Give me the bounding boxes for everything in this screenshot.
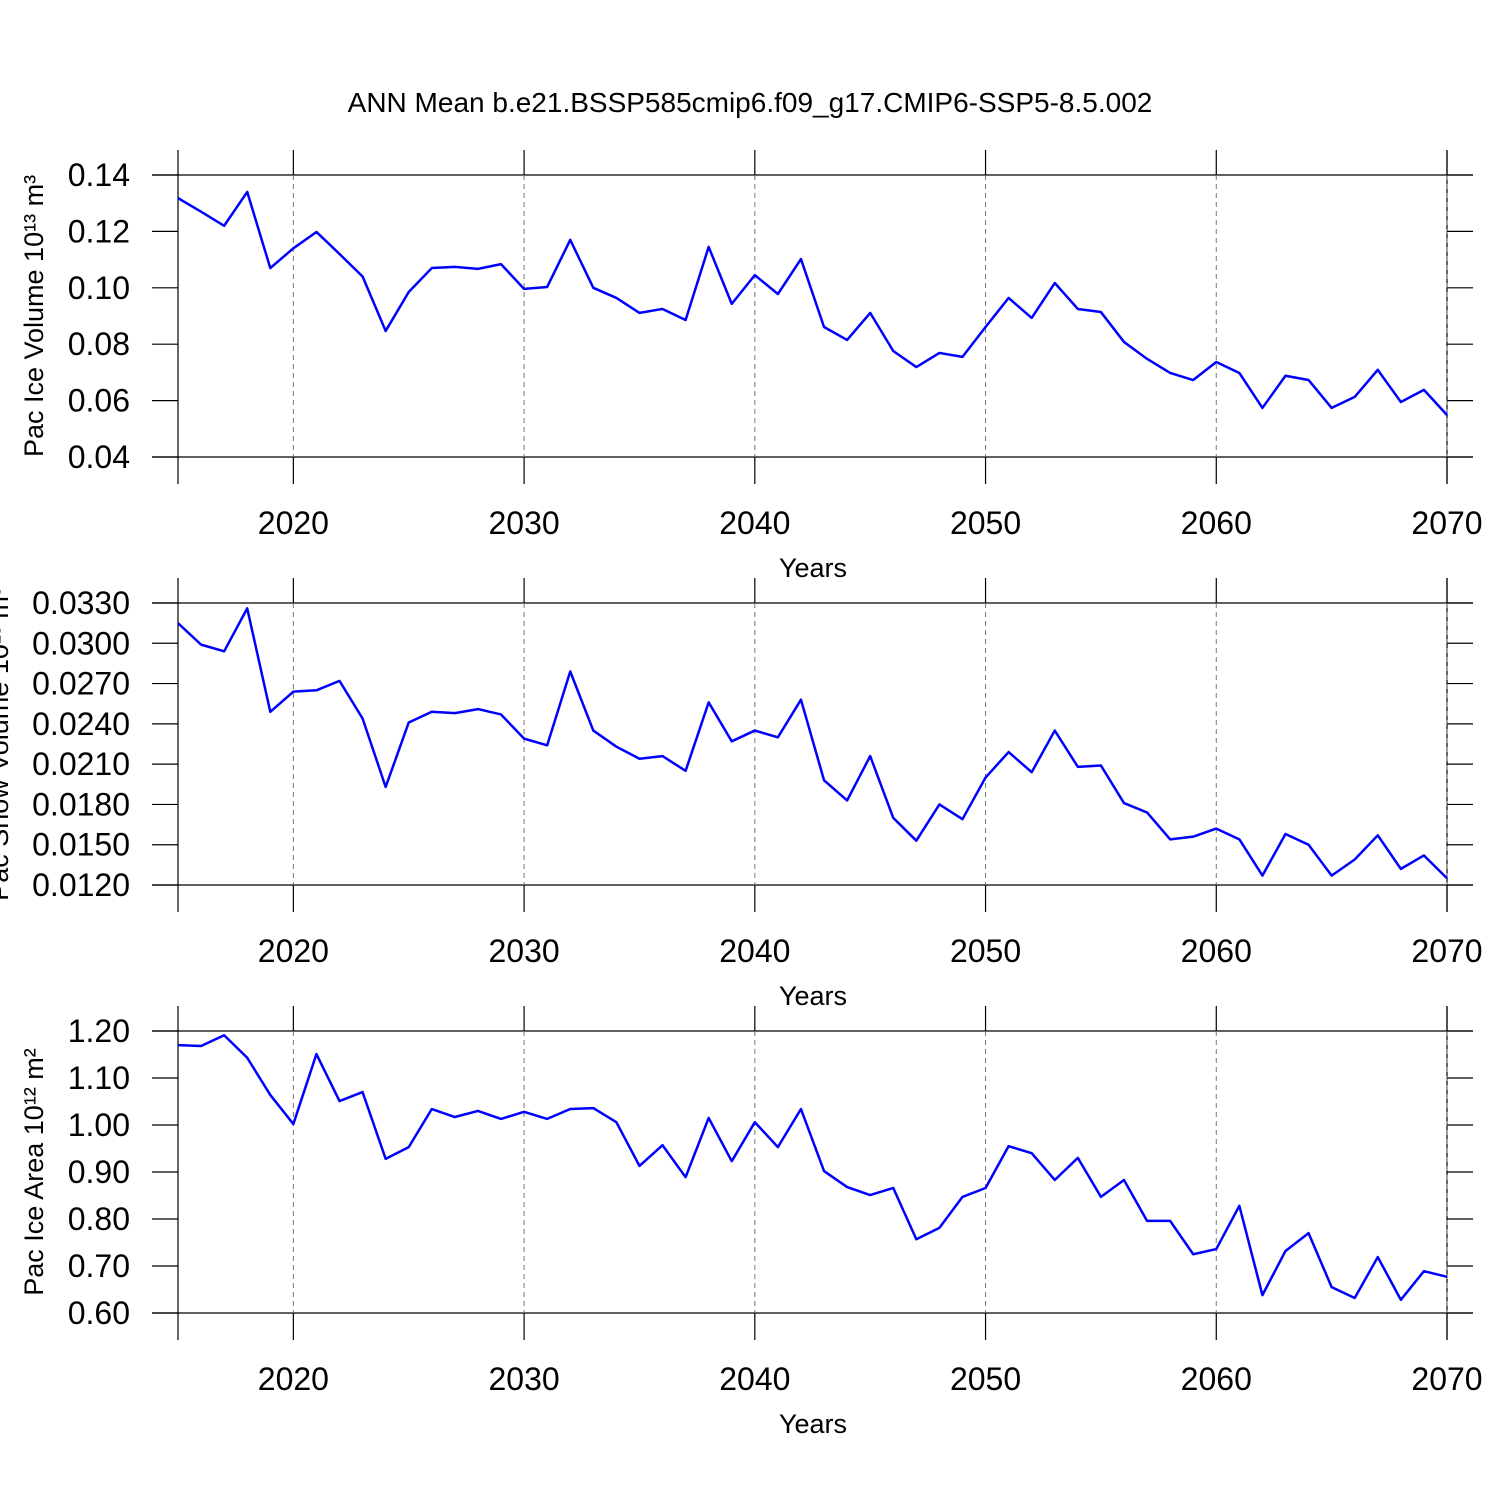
x-tick-label: 2060	[1181, 505, 1252, 541]
y-tick-label: 0.04	[68, 439, 130, 475]
chart-title: ANN Mean b.e21.BSSP585cmip6.f09_g17.CMIP…	[348, 87, 1153, 118]
data-line	[177, 607, 1448, 880]
y-tick-label: 0.0300	[32, 625, 130, 661]
y-tick-label: 0.0210	[32, 746, 130, 782]
y-tick-label: 0.06	[68, 383, 130, 419]
x-axis-label: Years	[779, 1409, 847, 1439]
y-axis-label: Pac Ice Area 10¹² m²	[19, 1048, 49, 1296]
x-tick-label: 2040	[719, 933, 790, 969]
x-tick-label: 2070	[1411, 1361, 1482, 1397]
x-tick-label: 2030	[488, 505, 559, 541]
x-tick-label: 2050	[950, 1361, 1021, 1397]
y-axis-label: Pac Snow Volume 10¹³ m³	[0, 587, 14, 901]
x-tick-label: 2040	[719, 1361, 790, 1397]
x-tick-label: 2050	[950, 505, 1021, 541]
x-tick-label: 2070	[1411, 505, 1482, 541]
x-axis-label: Years	[779, 553, 847, 583]
y-tick-label: 0.12	[68, 213, 130, 249]
y-tick-label: 1.10	[68, 1060, 130, 1096]
x-tick-label: 2040	[719, 505, 790, 541]
x-tick-label: 2020	[258, 505, 329, 541]
y-tick-label: 0.0270	[32, 666, 130, 702]
y-tick-label: 0.80	[68, 1201, 130, 1237]
y-tick-label: 0.14	[68, 157, 130, 193]
y-tick-label: 0.70	[68, 1248, 130, 1284]
y-tick-label: 0.0240	[32, 706, 130, 742]
x-tick-label: 2020	[258, 933, 329, 969]
y-tick-label: 0.60	[68, 1295, 130, 1331]
data-line	[177, 190, 1448, 416]
y-axis-label: Pac Ice Volume 10¹³ m³	[19, 175, 49, 457]
y-tick-label: 0.0150	[32, 827, 130, 863]
y-tick-label: 0.90	[68, 1154, 130, 1190]
y-tick-label: 0.0330	[32, 585, 130, 621]
x-tick-label: 2020	[258, 1361, 329, 1397]
x-tick-label: 2060	[1181, 933, 1252, 969]
y-tick-label: 0.0120	[32, 867, 130, 903]
x-tick-label: 2030	[488, 933, 559, 969]
y-tick-label: 0.0180	[32, 786, 130, 822]
data-line	[177, 1033, 1448, 1302]
y-tick-label: 0.08	[68, 326, 130, 362]
y-tick-label: 0.10	[68, 270, 130, 306]
x-tick-label: 2030	[488, 1361, 559, 1397]
x-tick-label: 2060	[1181, 1361, 1252, 1397]
x-tick-label: 2070	[1411, 933, 1482, 969]
y-tick-label: 1.00	[68, 1107, 130, 1143]
x-axis-label: Years	[779, 981, 847, 1011]
x-tick-label: 2050	[950, 933, 1021, 969]
y-tick-label: 1.20	[68, 1013, 130, 1049]
